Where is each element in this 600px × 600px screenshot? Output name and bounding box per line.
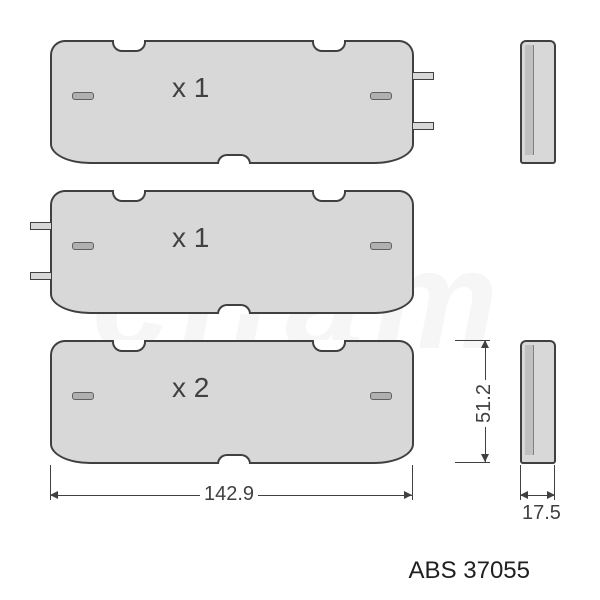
brand-label: ABS xyxy=(409,557,457,584)
thickness-dimension-value: 17.5 xyxy=(518,502,565,525)
brake-pad-side-3 xyxy=(520,340,556,464)
ext-line xyxy=(412,465,413,500)
brake-pad-front-2: x 1 xyxy=(50,190,414,314)
pad-qty-label-1: x 1 xyxy=(172,72,209,104)
brake-pad-front-3: x 2 xyxy=(50,340,414,464)
brake-pad-side-1 xyxy=(520,40,556,164)
height-dimension-value: 51.2 xyxy=(473,380,496,427)
diagram-canvas: cifam x 1 x 1 x 2 xyxy=(0,0,600,600)
ext-line xyxy=(455,462,490,463)
thickness-dimension-line xyxy=(520,495,555,496)
pad-qty-label-3: x 2 xyxy=(172,372,209,404)
width-dimension-value: 142.9 xyxy=(200,483,258,506)
pad-qty-label-2: x 1 xyxy=(172,222,209,254)
part-caption: ABS 37055 xyxy=(409,557,530,585)
part-number: 37055 xyxy=(463,557,530,584)
brake-pad-front-1: x 1 xyxy=(50,40,414,164)
